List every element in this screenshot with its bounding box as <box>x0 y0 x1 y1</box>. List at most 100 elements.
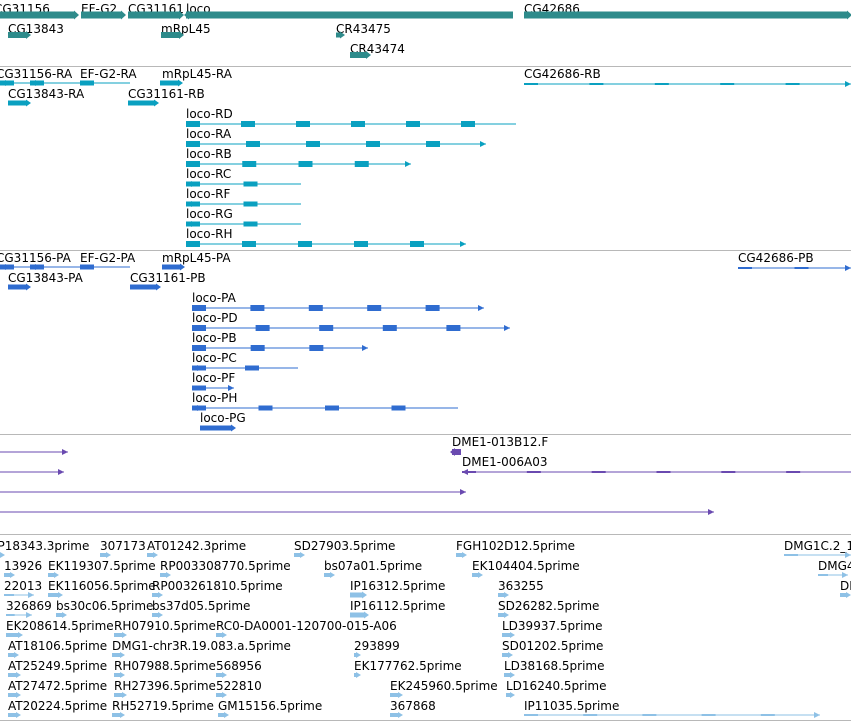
feature-326869-glyph[interactable] <box>6 610 32 620</box>
feature-367868-glyph[interactable] <box>390 710 403 720</box>
feature-dme1-013b12-f-label[interactable]: DME1-013B12.F <box>452 435 549 449</box>
feature-mrpl45-pa-glyph[interactable] <box>162 262 185 272</box>
feature-367868-label[interactable]: 367868 <box>390 699 436 713</box>
feature-loco-ph-glyph[interactable] <box>192 403 458 413</box>
feature-307173-label[interactable]: 307173 <box>100 539 146 553</box>
feature-rh07910-5prime-label[interactable]: RH07910.5prime <box>114 619 216 633</box>
feature-loco-pc-glyph[interactable] <box>192 363 298 373</box>
feature-loco-rb-glyph[interactable] <box>186 159 411 169</box>
feature-ek177762-5prime-glyph[interactable] <box>354 670 361 680</box>
feature-ip11035-5prime-label[interactable]: IP11035.5prime <box>524 699 620 713</box>
feature-sd26282-5prime-glyph[interactable] <box>498 610 509 620</box>
feature-bs30c06-5prime-glyph[interactable] <box>56 610 67 620</box>
feature-ek104404-5prime-glyph[interactable] <box>472 570 483 580</box>
feature-at18106-5prime-label[interactable]: AT18106.5prime <box>8 639 108 653</box>
feature-rh52719-5prime-glyph[interactable] <box>112 710 125 720</box>
feature-at18106-5prime-glyph[interactable] <box>8 650 19 660</box>
feature-di-label[interactable]: DI <box>840 579 851 593</box>
feature-cg31156-ra-label[interactable]: CG31156-RA <box>0 67 73 81</box>
feature-13926-glyph[interactable] <box>4 570 15 580</box>
feature-ld39937-5prime-label[interactable]: LD39937.5prime <box>502 619 603 633</box>
feature-cg13843-pa-glyph[interactable] <box>8 282 31 292</box>
feature-cg42686-pb-glyph[interactable] <box>738 263 851 273</box>
feature-22013-glyph[interactable] <box>4 590 34 600</box>
feature-bs37d05-5prime-label[interactable]: bs37d05.5prime <box>152 599 251 613</box>
feature-326869-label[interactable]: 326869 <box>6 599 52 613</box>
feature-sd27903-5prime-glyph[interactable] <box>294 550 305 560</box>
feature-rp003261810-5prime-glyph[interactable] <box>152 590 163 600</box>
feature-loco-rd-label[interactable]: loco-RD <box>186 107 233 121</box>
feature-ip11035-5prime-glyph[interactable] <box>524 710 820 720</box>
feature-loco-rh-glyph[interactable] <box>186 239 466 249</box>
feature-cg42686-rb-glyph[interactable] <box>524 79 851 89</box>
feature-loco-rf-label[interactable]: loco-RF <box>186 187 231 201</box>
feature-363255-label[interactable]: 363255 <box>498 579 544 593</box>
clone-alignment-glyph[interactable] <box>0 487 466 497</box>
feature-dmg1-chr3r-19-083-a-5prime-label[interactable]: DMG1-chr3R.19.083.a.5prime <box>112 639 291 653</box>
feature-loco-ra-label[interactable]: loco-RA <box>186 127 232 141</box>
feature-sd01202-5prime-label[interactable]: SD01202.5prime <box>502 639 604 653</box>
clone-alignment-glyph[interactable] <box>0 467 64 477</box>
feature-mrpl45-ra-label[interactable]: mRpL45-RA <box>162 67 232 81</box>
feature-13926-label[interactable]: 13926 <box>4 559 43 573</box>
clone-alignment-glyph[interactable] <box>0 447 68 457</box>
feature-ld38168-5prime-glyph[interactable] <box>504 670 515 680</box>
feature-bs07a01-5prime-label[interactable]: bs07a01.5prime <box>324 559 423 573</box>
feature-loco-pb-label[interactable]: loco-PB <box>192 331 237 345</box>
feature-fgh102d12-5prime-label[interactable]: FGH102D12.5prime <box>456 539 576 553</box>
feature-dme1-013b12-f-glyph[interactable] <box>450 447 464 457</box>
feature-ek208614-5prime-glyph[interactable] <box>6 630 23 640</box>
feature-ek116056-5prime-glyph[interactable] <box>48 590 63 600</box>
feature-loco-rc-label[interactable]: loco-RC <box>186 167 232 181</box>
feature-mrpl45-pa-label[interactable]: mRpL45-PA <box>162 251 231 265</box>
feature-ld16240-5prime-label[interactable]: LD16240.5prime <box>506 679 607 693</box>
feature-loco-ph-label[interactable]: loco-PH <box>192 391 238 405</box>
feature-loco-pf-label[interactable]: loco-PF <box>192 371 236 385</box>
feature-293899-glyph[interactable] <box>354 650 361 660</box>
feature-loco-pd-label[interactable]: loco-PD <box>192 311 238 325</box>
feature-rc0-da0001-120700-015-a06-label[interactable]: RC0-DA0001-120700-015-A06 <box>216 619 397 633</box>
feature-cg42686-glyph[interactable] <box>524 10 851 20</box>
feature-cr43475-label[interactable]: CR43475 <box>336 22 391 36</box>
feature-cg31161-rb-label[interactable]: CG31161-RB <box>128 87 205 101</box>
feature-loco-rd-glyph[interactable] <box>186 119 516 129</box>
feature-ip16112-5prime-glyph[interactable] <box>350 610 369 620</box>
feature-cg13843-ra-label[interactable]: CG13843-RA <box>8 87 85 101</box>
feature-ek119307-5prime-label[interactable]: EK119307.5prime <box>48 559 156 573</box>
feature-ip16312-5prime-label[interactable]: IP16312.5prime <box>350 579 446 593</box>
feature-cg31156-pa-label[interactable]: CG31156-PA <box>0 251 71 265</box>
feature-loco-rg-glyph[interactable] <box>186 219 301 229</box>
feature-ld39937-5prime-glyph[interactable] <box>502 630 515 640</box>
feature-rp003308770-5prime-glyph[interactable] <box>160 570 171 580</box>
feature-at20224-5prime-label[interactable]: AT20224.5prime <box>8 699 108 713</box>
feature-dmg1c-2-1-glyph[interactable] <box>784 550 851 560</box>
feature-rh07988-5prime-glyph[interactable] <box>114 670 125 680</box>
feature-dmg1c-2-1-label[interactable]: DMG1C.2_1 <box>784 539 851 553</box>
feature-di-glyph[interactable] <box>840 590 851 600</box>
feature-363255-glyph[interactable] <box>498 590 509 600</box>
feature-loco-pc-label[interactable]: loco-PC <box>192 351 237 365</box>
feature-cg31161-rb-glyph[interactable] <box>128 98 159 108</box>
feature-ef-g2-ra-glyph[interactable] <box>30 78 130 88</box>
feature-ld38168-5prime-label[interactable]: LD38168.5prime <box>504 659 605 673</box>
clone-alignment-glyph[interactable] <box>0 507 714 517</box>
feature-522810-label[interactable]: 522810 <box>216 679 262 693</box>
feature-loco-pa-glyph[interactable] <box>192 303 484 313</box>
feature-ek245960-5prime-glyph[interactable] <box>390 690 403 700</box>
feature-at27472-5prime-label[interactable]: AT27472.5prime <box>8 679 108 693</box>
feature-loco-glyph[interactable] <box>184 10 516 20</box>
feature-loco-rb-label[interactable]: loco-RB <box>186 147 232 161</box>
feature-568956-label[interactable]: 568956 <box>216 659 262 673</box>
feature-522810-glyph[interactable] <box>216 690 227 700</box>
feature-ek119307-5prime-glyph[interactable] <box>48 570 59 580</box>
feature-bs07a01-5prime-glyph[interactable] <box>324 570 335 580</box>
feature-dmg4-label[interactable]: DMG4 <box>818 559 851 573</box>
feature-sd01202-5prime-glyph[interactable] <box>502 650 513 660</box>
feature-at20224-5prime-glyph[interactable] <box>8 710 21 720</box>
feature-sd26282-5prime-label[interactable]: SD26282.5prime <box>498 599 600 613</box>
feature-ef-g2-pa-label[interactable]: EF-G2-PA <box>80 251 136 265</box>
feature-rp003308770-5prime-label[interactable]: RP003308770.5prime <box>160 559 291 573</box>
feature-bs37d05-5prime-glyph[interactable] <box>152 610 163 620</box>
feature-loco-pa-label[interactable]: loco-PA <box>192 291 236 305</box>
feature-rp003261810-5prime-label[interactable]: RP003261810.5prime <box>152 579 283 593</box>
